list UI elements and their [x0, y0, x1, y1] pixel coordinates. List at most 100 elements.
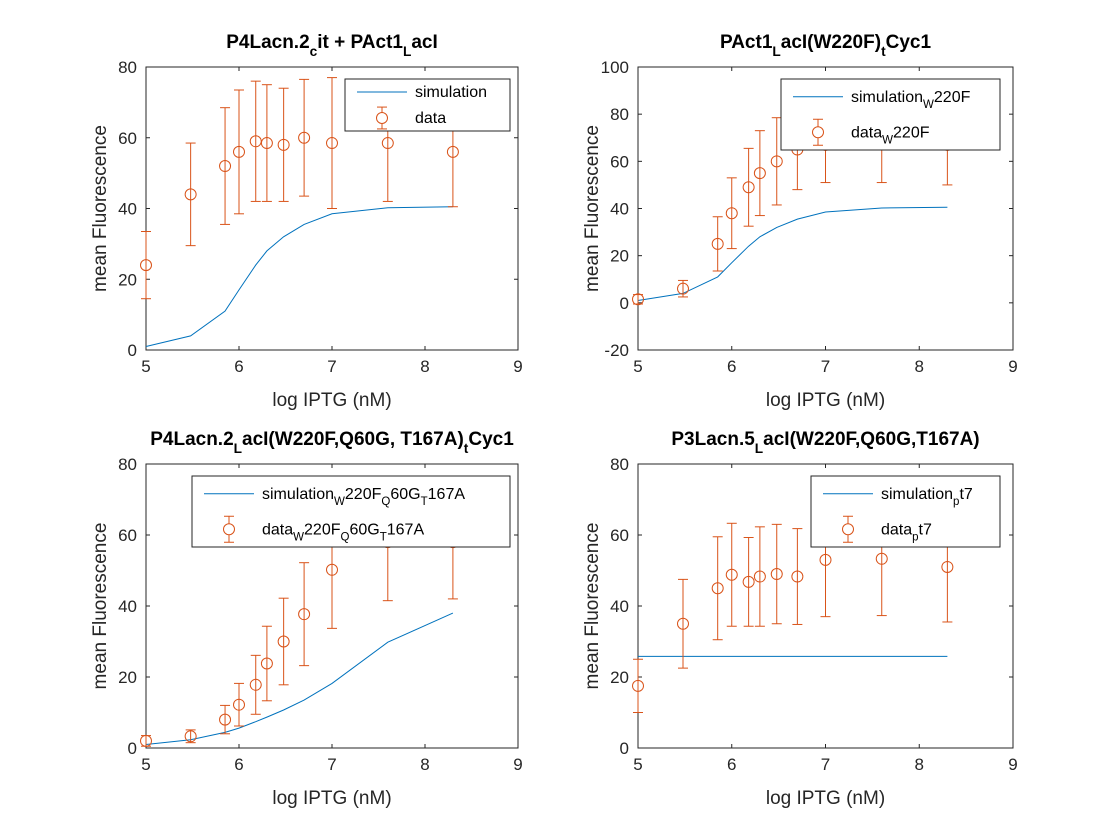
- chart-title-part: Cyc1: [886, 32, 932, 53]
- x-tick-label: 8: [420, 357, 429, 376]
- x-tick-label: 6: [234, 357, 243, 376]
- y-tick-label: 40: [118, 200, 137, 219]
- data-point: [233, 682, 245, 727]
- legend: simulationW220FQ60GT167A dataW220FQ60GT16…: [191, 475, 511, 548]
- x-tick-label: 5: [633, 755, 642, 774]
- legend-marker-swatch: [812, 126, 824, 139]
- data-marker: [446, 145, 459, 158]
- y-tick-label: 20: [118, 270, 137, 289]
- legend-box: [344, 78, 511, 132]
- legend-label-part: data: [415, 110, 446, 127]
- y-tick-label: 80: [118, 58, 137, 77]
- data-point: [632, 658, 644, 713]
- data-marker: [260, 657, 273, 670]
- legend-label: dataW220F: [851, 124, 930, 146]
- chart-title-part: P4Lacn.2: [226, 32, 309, 53]
- data-marker: [298, 131, 311, 144]
- x-tick-label: 9: [513, 357, 522, 376]
- x-tick-label: 8: [915, 357, 924, 376]
- y-tick-label: 0: [128, 341, 137, 360]
- x-axis-label: log IPTG (nM): [766, 390, 885, 411]
- data-point: [742, 536, 755, 627]
- legend-label: dataW220FQ60GT167A: [262, 521, 424, 543]
- x-tick-label: 9: [513, 755, 522, 774]
- x-tick-label: 5: [141, 755, 150, 774]
- subplot-2: 5 6 7 8 9 -20 0 20 40 60 80 100 log IPTG (nM) mean Fl…: [582, 32, 1018, 411]
- x-tick-label: 7: [821, 357, 830, 376]
- data-point: [277, 597, 290, 686]
- legend-label-part: simulation: [262, 486, 334, 503]
- legend-label: simulationW220FQ60GT167A: [262, 486, 465, 508]
- chart-title-part: PAct1: [720, 32, 773, 53]
- x-axis-label: log IPTG (nM): [272, 390, 391, 411]
- data-point: [725, 522, 738, 627]
- data-point: [249, 654, 262, 715]
- data-marker: [770, 568, 783, 581]
- data-marker: [298, 608, 311, 621]
- legend-marker-swatch: [223, 523, 235, 536]
- legend-label-part: 220F: [345, 486, 382, 503]
- data-marker: [753, 167, 766, 180]
- legend-box: [810, 475, 1001, 548]
- data-point: [677, 578, 689, 669]
- data-point: [632, 293, 644, 306]
- legend-label: simulation: [415, 84, 487, 101]
- subplot-3: 5 6 7 8 9 0 20 40 60 80 log IPTG (nM) mean Fluoresc…: [90, 429, 523, 809]
- legend-label-part: 220F: [304, 521, 341, 538]
- legend-label-part: Q: [340, 531, 349, 543]
- chart-title: P4Lacn.2cit + PAct1LacI: [226, 32, 438, 59]
- legend-label: simulationpt7: [881, 486, 973, 508]
- legend: simulationpt7 datapt7: [810, 475, 1001, 548]
- x-tick-label: 9: [1008, 755, 1017, 774]
- data-marker: [770, 155, 783, 168]
- chart-title-part: c: [310, 44, 318, 59]
- subplot-4: 5 6 7 8 9 0 20 40 60 80 log IPTG (nM) mean Fluoresc…: [582, 429, 1018, 809]
- chart-title-part: L: [772, 44, 780, 59]
- data-point: [711, 536, 724, 641]
- y-tick-label: 60: [610, 152, 629, 171]
- simulation-line: [145, 206, 453, 347]
- legend-label: data: [415, 110, 446, 127]
- legend-label-part: W: [293, 531, 304, 543]
- data-marker: [381, 137, 394, 150]
- y-tick-label: 40: [610, 597, 629, 616]
- data-marker: [711, 582, 724, 595]
- chart-title-part: acI(W220F,Q60G,T167A): [763, 429, 979, 450]
- legend-label-part: 60G: [390, 486, 420, 503]
- data-point: [677, 279, 689, 298]
- data-point: [770, 523, 783, 625]
- y-tick-label: 20: [610, 247, 629, 266]
- x-tick-label: 7: [327, 357, 336, 376]
- data-point: [791, 528, 804, 625]
- data-point: [770, 117, 783, 206]
- data-marker: [819, 553, 832, 566]
- data-marker: [632, 293, 644, 306]
- chart-title: PAct1LacI(W220F)tCyc1: [720, 32, 932, 59]
- legend-marker-swatch: [376, 112, 388, 124]
- legend-box: [191, 475, 511, 548]
- data-marker: [875, 552, 888, 565]
- chart-title-part: Cyc1: [468, 429, 514, 450]
- y-tick-label: 80: [610, 105, 629, 124]
- legend-label-part: data: [881, 521, 912, 538]
- legend-marker-swatch: [842, 523, 854, 536]
- chart-title-part: L: [755, 441, 763, 456]
- y-tick-label: 60: [118, 129, 137, 148]
- data-marker: [677, 617, 689, 630]
- chart-title: P4Lacn.2LacI(W220F,Q60G, T167A)tCyc1: [150, 429, 514, 456]
- legend-label-part: simulation: [851, 89, 923, 106]
- legend-label: datapt7: [881, 521, 932, 543]
- data-marker: [791, 570, 804, 583]
- data-marker: [725, 207, 738, 220]
- data-marker: [277, 138, 290, 151]
- legend-label-part: 167A: [428, 486, 466, 503]
- data-marker: [140, 734, 152, 747]
- data-point: [219, 704, 232, 735]
- simulation-line: [145, 612, 454, 745]
- data-marker: [249, 678, 262, 691]
- legend-label-part: 220F: [893, 124, 930, 141]
- data-point: [298, 78, 311, 197]
- x-tick-label: 7: [821, 755, 830, 774]
